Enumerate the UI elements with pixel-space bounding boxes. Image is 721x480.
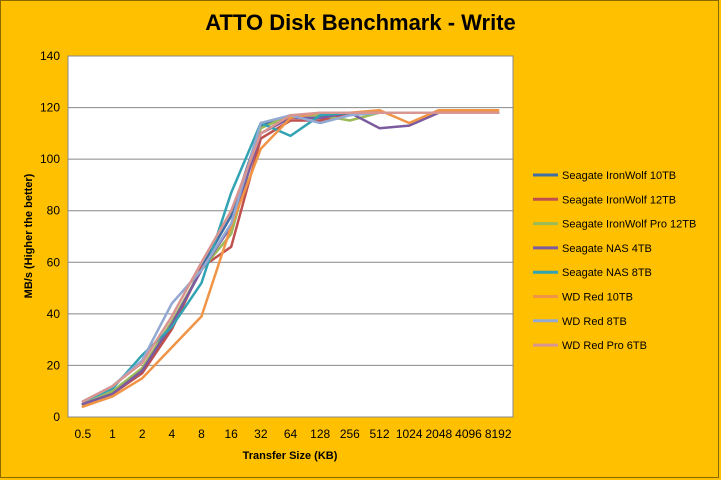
series-lines <box>81 108 500 408</box>
x-tick-label: 1 <box>109 427 116 441</box>
x-tick-label: 0.5 <box>74 427 91 441</box>
x-tick-label: 8192 <box>485 427 512 441</box>
y-tick-labels: 0 20 40 60 80 100 120 140 <box>40 49 60 424</box>
y-tick-label: 100 <box>40 152 60 166</box>
x-tick-label: 256 <box>340 427 360 441</box>
legend-label: Seagate NAS 4TB <box>562 243 652 255</box>
legend-label: Seagate IronWolf Pro 12TB <box>562 219 696 231</box>
y-axis-title: MB/s (Higher the better) <box>23 173 35 298</box>
y-tick-label: 80 <box>47 204 61 218</box>
legend: Seagate IronWolf 10TB Seagate IronWolf 12… <box>533 170 696 352</box>
legend-label: WD Red 8TB <box>562 316 627 328</box>
legend-label: Seagate IronWolf 10TB <box>562 170 676 182</box>
y-tick-label: 0 <box>53 410 60 424</box>
y-tick-label: 60 <box>47 255 61 269</box>
legend-label: Seagate NAS 8TB <box>562 267 652 279</box>
y-tick-label: 120 <box>40 101 60 115</box>
legend-label: WD Red Pro 6TB <box>562 340 647 352</box>
x-tick-label: 16 <box>224 427 238 441</box>
x-tick-label: 8 <box>198 427 205 441</box>
x-axis-title: Transfer Size (KB) <box>243 450 338 462</box>
chart-title: ATTO Disk Benchmark - Write <box>205 10 516 35</box>
legend-label: Seagate IronWolf 12TB <box>562 194 676 206</box>
x-tick-label: 32 <box>254 427 268 441</box>
x-tick-label: 2 <box>139 427 146 441</box>
x-tick-label: 2048 <box>425 427 452 441</box>
y-tick-label: 40 <box>47 307 61 321</box>
x-tick-label: 128 <box>310 427 330 441</box>
x-tick-label: 64 <box>284 427 298 441</box>
gridlines <box>68 55 513 366</box>
x-tick-label: 4 <box>168 427 175 441</box>
y-tick-label: 140 <box>40 49 60 63</box>
y-tick-label: 20 <box>47 358 61 372</box>
series-line <box>81 108 500 408</box>
x-tick-label: 1024 <box>396 427 423 441</box>
x-tick-labels: 0.5 1 2 4 8 16 32 64 128 256 512 1024 2048 4096 8192 <box>74 427 511 441</box>
x-tick-label: 512 <box>369 427 389 441</box>
legend-label: WD Red 10TB <box>562 292 633 304</box>
x-tick-label: 4096 <box>455 427 482 441</box>
series-line <box>81 111 500 403</box>
